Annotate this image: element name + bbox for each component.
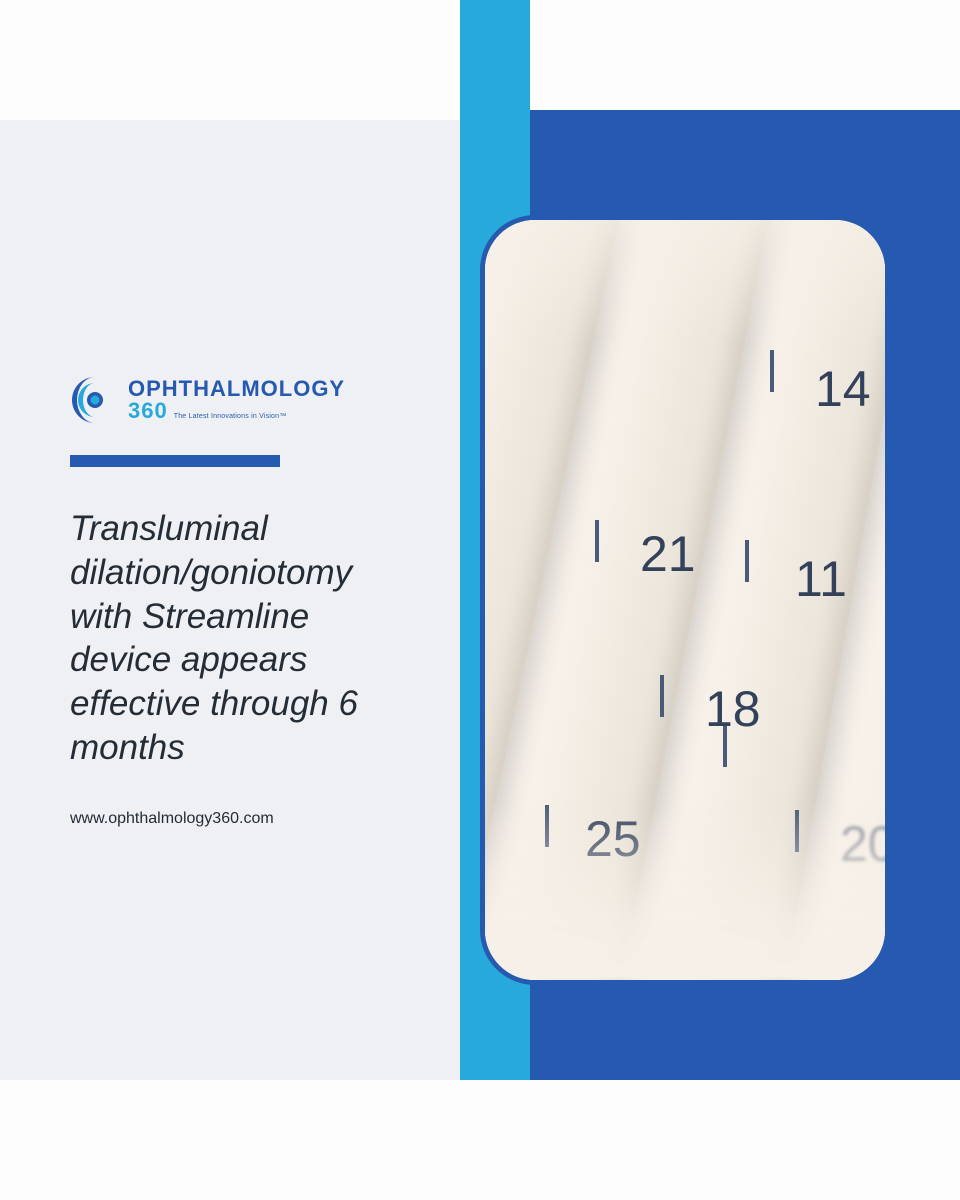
brand-logo: OPHTHALMOLOGY 360 The Latest Innovations… <box>70 375 420 425</box>
logo-text: OPHTHALMOLOGY 360 The Latest Innovations… <box>128 378 345 422</box>
section-divider <box>70 455 280 467</box>
headline-text: Transluminal dilation/goniotomy with Str… <box>70 507 420 770</box>
calendar-tick <box>595 520 599 562</box>
brand-name-line2: 360 <box>128 400 168 422</box>
calendar-number: 14 <box>815 360 871 418</box>
calendar-number: 21 <box>640 525 696 583</box>
site-url: www.ophthalmology360.com <box>70 810 420 828</box>
calendar-illustration: 141121182520 <box>485 220 885 980</box>
blur-overlay-top <box>485 220 885 340</box>
logo-icon <box>70 375 120 425</box>
calendar-tick <box>745 540 749 582</box>
infographic-card: OPHTHALMOLOGY 360 The Latest Innovations… <box>0 0 960 1200</box>
calendar-number: 18 <box>705 680 761 738</box>
content-column: OPHTHALMOLOGY 360 The Latest Innovations… <box>70 375 420 828</box>
letterbox-bottom <box>0 1080 960 1200</box>
calendar-tick <box>770 350 774 392</box>
photo-card: 141121182520 <box>480 215 890 985</box>
calendar-tick <box>660 675 664 717</box>
calendar-number: 11 <box>795 550 847 608</box>
blur-overlay-bottom <box>485 800 885 980</box>
brand-tagline: The Latest Innovations in Vision™ <box>174 413 287 420</box>
brand-name-line1: OPHTHALMOLOGY <box>128 378 345 400</box>
